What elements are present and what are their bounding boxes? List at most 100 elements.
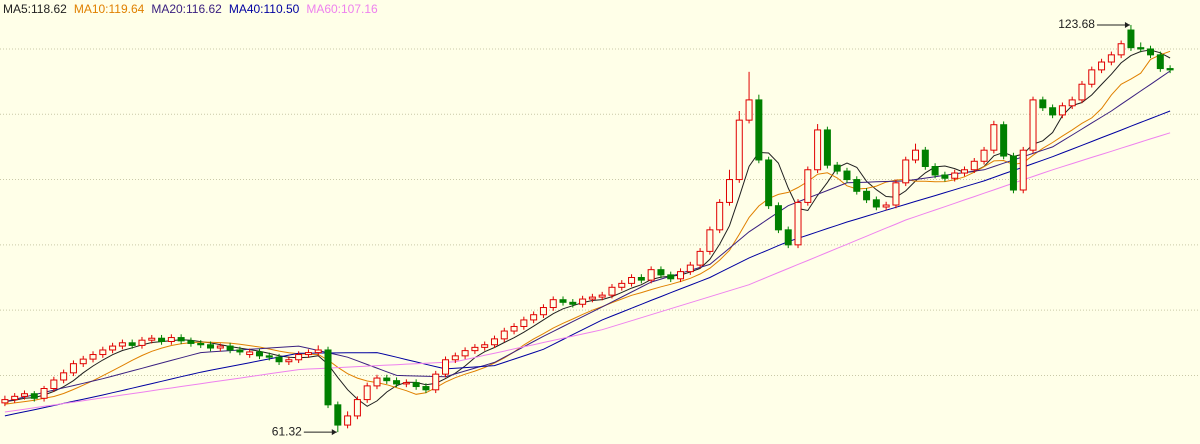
candle-body [1058,105,1066,116]
candle-body [951,172,959,179]
legend-entry: MA60:107.16 [306,2,378,16]
candle-body [628,277,636,284]
candle-body [1019,149,1027,191]
candle-body [344,415,352,426]
candle-body [912,149,920,161]
candle-body [451,355,459,361]
candle-body [960,169,968,174]
candle-body [1156,54,1164,70]
candle-body [1029,99,1037,151]
candle-body [598,294,606,298]
candle-body [1107,54,1115,63]
ma-line [4,70,1171,403]
candle-body [1117,43,1125,56]
candle-body [422,386,430,391]
candle-body [1049,107,1057,116]
candle-body [765,159,773,207]
candle-body [1147,48,1155,56]
candle-body [69,363,77,374]
candle-body [549,299,557,309]
candle-body [921,149,929,167]
candle-body [637,277,645,281]
candle-body [246,351,254,356]
candle-body [187,340,195,344]
candle-body [539,307,547,316]
candle-body [304,352,312,356]
candle-body [158,337,166,342]
legend-entry: MA10:119.64 [74,2,145,16]
candle-body [79,358,87,365]
candle-body [843,170,851,181]
candle-body [128,342,136,346]
candle-body [863,190,871,201]
candle-body [941,174,949,179]
extreme-arrowhead [1124,21,1130,28]
candle-body [1127,29,1135,49]
extreme-label: 123.68 [1058,17,1095,31]
grid [0,48,1200,376]
candle-body [99,349,107,356]
candle-body [275,356,283,363]
candle-body [755,99,763,161]
candle-body [784,229,792,246]
candle-body [481,344,489,348]
candle-body [716,201,724,231]
candle-body [1088,69,1096,85]
candle-body [353,399,361,417]
candle-body [980,149,988,162]
candle-body [990,124,998,151]
candle-body [500,330,508,340]
extreme-label: 61.32 [272,424,302,438]
legend-entry: MA5:118.62 [3,2,67,16]
candle-body [872,199,880,208]
ma-lines [4,49,1171,417]
candle-body [1039,99,1047,109]
candle-body [1078,83,1086,101]
candle-body [902,159,910,184]
candle-body [853,179,861,192]
candle-body [89,354,97,360]
candle-body [1000,124,1008,157]
candle-body [461,350,469,357]
candle-body [794,201,802,246]
candle-body [696,250,704,266]
candle-body [490,338,498,346]
candle-body [970,160,978,171]
candle-body [618,282,626,288]
candle-body [1,399,9,404]
candle-body [569,301,577,305]
candle-body [197,342,205,346]
candle-body [30,393,38,399]
candle-body [931,166,939,176]
candle-body [138,339,146,346]
candle-body [520,319,528,327]
candle-body [20,393,28,397]
candle-body [706,229,714,252]
candle-body [804,169,812,203]
candle-body [177,337,185,342]
annotations: 123.68 61.32 [272,17,1130,438]
legend: MA5:118.62 MA10:119.64 MA20:116.62 MA40:110… [3,2,378,16]
candle-body [393,380,401,385]
candle-body [735,119,743,181]
candle-body [471,346,479,352]
candle-body [148,337,156,341]
ma-line [4,110,1171,417]
candle-body [118,342,126,347]
candle-body [559,299,567,303]
candle-body [892,182,900,206]
candle-body [50,379,58,390]
candle-body [745,99,753,121]
candle-body [667,274,675,280]
candle-body [226,345,234,351]
candle-body [833,164,841,172]
candle-body [1098,61,1106,71]
candle-body [314,349,322,354]
candle-body [324,349,332,406]
candle-body [530,314,538,321]
candles [1,24,1174,433]
candle-body [442,359,450,375]
candle-body [579,298,587,305]
